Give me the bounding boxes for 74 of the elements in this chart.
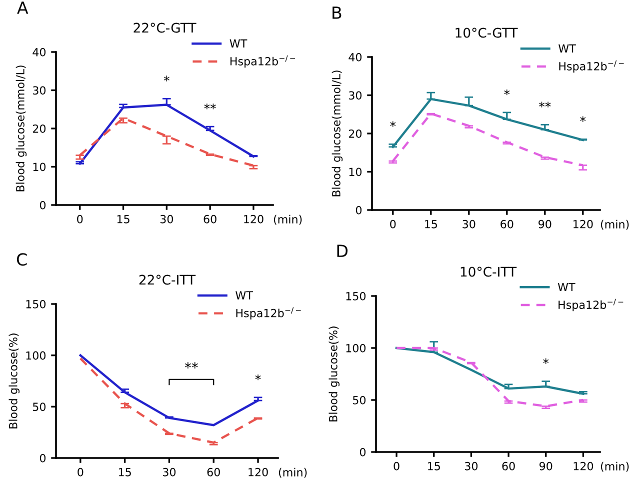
legend-label: Hspa12b$^{−/−}$ xyxy=(559,60,624,73)
y-axis-title: Blood glucose(%) xyxy=(328,326,340,422)
legend-label: Hspa12b$^{−/−}$ xyxy=(236,307,301,320)
text: A xyxy=(17,2,28,14)
y-tick-label: 50 xyxy=(32,402,46,412)
y-axis-title: Blood glucose(mmol/L) xyxy=(332,70,343,196)
chart-title: 10°C-ITT xyxy=(460,266,517,277)
y-tick-label: 0 xyxy=(40,454,46,462)
chart-title: 10°C-GTT xyxy=(456,28,518,38)
chart-title: 22°C-GTT xyxy=(134,22,196,33)
x-tick-label: 60 xyxy=(204,214,216,224)
annotation: * xyxy=(504,89,510,96)
y-tick-label: 40 xyxy=(32,48,46,56)
x-tick-label: 90 xyxy=(539,462,552,470)
legend-label: WT xyxy=(558,44,576,52)
x-axis-title: (min) xyxy=(600,462,629,472)
x-tick-label: 0 xyxy=(77,214,83,224)
legend-label: WT xyxy=(558,282,576,292)
legend-label: WT xyxy=(236,291,253,300)
x-tick-label: 30 xyxy=(462,220,476,228)
y-tick-label: 10 xyxy=(33,162,46,172)
annotation: * xyxy=(255,374,261,380)
legend-label: WT xyxy=(230,39,248,48)
y-axis-title: Blood glucose(mmol/L) xyxy=(16,66,27,192)
x-tick-label: 0 xyxy=(394,462,400,470)
x-axis-title: (min) xyxy=(274,214,302,225)
text: B xyxy=(332,6,342,19)
x-tick-label: 120 xyxy=(574,220,593,228)
x-tick-label: 60 xyxy=(502,462,515,470)
y-tick-label: 20 xyxy=(32,124,46,133)
annotation: ** xyxy=(184,362,198,368)
x-tick-label: 15 xyxy=(118,468,131,476)
y-tick-label: 150 xyxy=(26,300,46,308)
text: C xyxy=(16,253,27,266)
x-tick-label: 120 xyxy=(248,468,268,476)
annotation: * xyxy=(390,121,396,127)
annotation: ** xyxy=(204,104,216,110)
y-tick-label: 100 xyxy=(346,344,366,352)
line-series xyxy=(79,357,260,444)
annotation: * xyxy=(580,116,586,122)
x-tick-label: 90 xyxy=(538,220,552,228)
x-tick-label: 60 xyxy=(207,468,220,476)
y-tick-label: 10 xyxy=(349,168,362,176)
x-tick-label: 30 xyxy=(163,468,176,476)
x-tick-label: 0 xyxy=(390,220,396,228)
x-axis-title: (min) xyxy=(278,468,307,478)
y-tick-label: 0 xyxy=(40,200,46,210)
y-tick-label: 0 xyxy=(356,206,362,214)
x-tick-label: 15 xyxy=(425,220,437,228)
annotation: * xyxy=(543,358,549,364)
legend-label: Hspa12b$^{−/−}$ xyxy=(230,55,296,68)
x-tick-label: 15 xyxy=(117,215,130,224)
annotation: ** xyxy=(539,102,551,108)
y-tick-label: 150 xyxy=(346,292,366,300)
x-tick-label: 0 xyxy=(78,468,84,476)
x-tick-label: 30 xyxy=(160,214,173,224)
x-tick-label: 120 xyxy=(244,214,264,224)
x-tick-label: 30 xyxy=(464,462,478,470)
annotation: * xyxy=(164,76,170,82)
x-tick-label: 120 xyxy=(574,462,594,470)
y-tick-label: 50 xyxy=(352,396,366,404)
text: D xyxy=(337,244,348,257)
y-tick-label: 100 xyxy=(26,351,46,360)
y-axis-title: Blood glucose(%) xyxy=(8,334,20,428)
x-tick-label: 60 xyxy=(500,220,514,228)
legend-label: Hspa12b$^{−/−}$ xyxy=(558,298,624,312)
y-tick-label: 40 xyxy=(348,52,362,62)
x-tick-label: 15 xyxy=(428,462,440,470)
chart-title: 22°C-ITT xyxy=(139,274,196,285)
y-tick-label: 0 xyxy=(360,448,366,456)
y-tick-label: 30 xyxy=(348,91,362,100)
x-axis-title: (min) xyxy=(600,220,629,230)
y-tick-label: 30 xyxy=(32,86,46,95)
y-tick-label: 20 xyxy=(348,129,362,138)
